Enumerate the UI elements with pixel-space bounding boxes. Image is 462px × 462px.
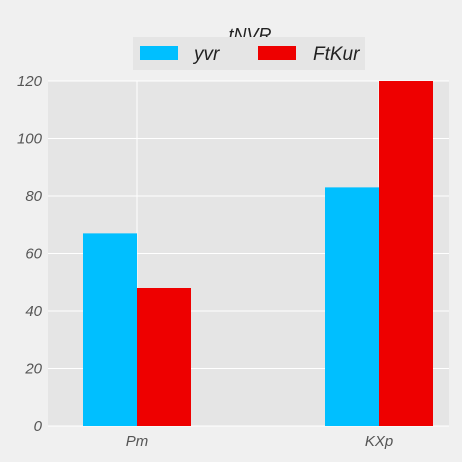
bars	[83, 81, 433, 426]
y-tick-label: 20	[24, 361, 42, 378]
bar-yvr-kxp	[325, 187, 379, 426]
y-tick-label: 60	[25, 246, 42, 263]
y-tick-label: 80	[25, 188, 42, 205]
legend: yvr FtKur	[133, 37, 365, 70]
bar-yvr-pm	[83, 233, 137, 426]
legend-label-ftkur: FtKur	[313, 44, 360, 65]
bar-ftkur-kxp	[379, 81, 433, 426]
y-tick-label: 100	[17, 131, 43, 148]
x-tick-label: KXp	[365, 433, 393, 450]
y-tick-label: 40	[25, 303, 42, 320]
y-tick-label: 120	[17, 73, 43, 90]
bar-ftkur-pm	[137, 288, 191, 426]
legend-swatch-yvr	[140, 46, 178, 60]
x-axis-ticks: Pm KXp	[126, 433, 393, 450]
x-tick-label: Pm	[126, 433, 149, 450]
legend-label-yvr: yvr	[192, 44, 220, 65]
y-axis-ticks: 0 20 40 60 80 100 120	[17, 73, 43, 435]
legend-swatch-ftkur	[258, 46, 296, 60]
y-tick-label: 0	[34, 418, 43, 435]
